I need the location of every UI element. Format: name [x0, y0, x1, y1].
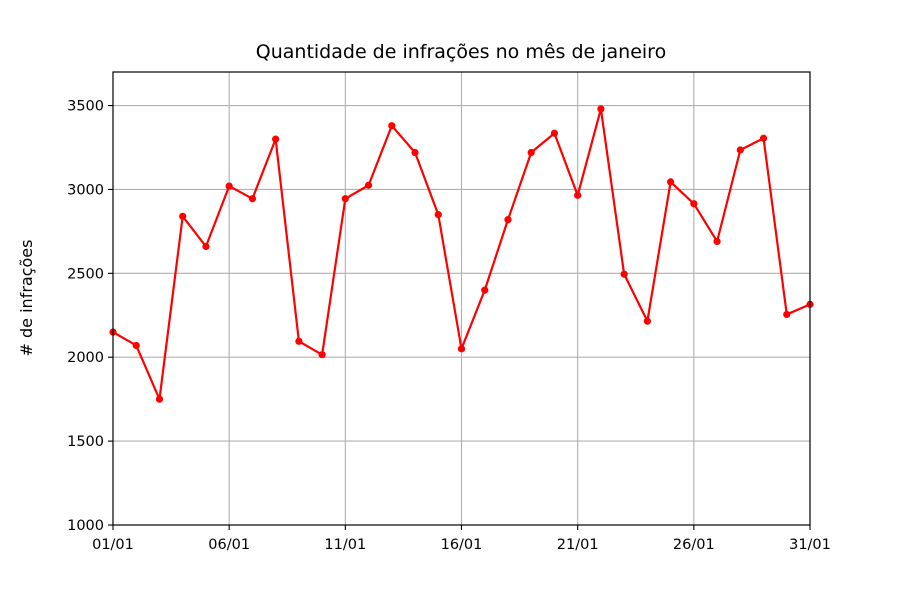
y-tick-label: 1500	[67, 434, 104, 450]
data-point	[248, 195, 256, 203]
data-point	[179, 212, 187, 220]
data-point	[643, 317, 651, 325]
y-tick-label: 2500	[67, 266, 104, 282]
x-tick-label: 26/01	[673, 537, 715, 553]
x-tick-label: 01/01	[92, 537, 134, 553]
data-point	[341, 195, 349, 203]
data-point	[388, 122, 396, 130]
chart-title: Quantidade de infrações no mês de janeir…	[256, 41, 666, 63]
data-point	[574, 191, 582, 199]
data-point	[759, 134, 768, 142]
data-point	[272, 135, 280, 143]
data-point	[155, 395, 164, 403]
x-tick-label: 21/01	[557, 537, 599, 553]
y-tick-label: 2000	[67, 350, 104, 366]
grid-lines	[113, 72, 810, 525]
x-tick-label: 16/01	[441, 537, 483, 553]
data-point	[504, 216, 512, 224]
axes: 1000 1500 2000 2500 3000 3500 01/01 06/01 11/01 1…	[67, 99, 831, 553]
data-point	[225, 182, 233, 190]
data-point	[202, 242, 210, 251]
x-tick-label: 31/01	[789, 537, 831, 553]
y-axis-label: # de infrações	[17, 240, 36, 357]
data-point	[318, 351, 326, 359]
data-point	[295, 337, 303, 345]
data-point	[736, 146, 744, 154]
y-tick-label: 1000	[67, 518, 104, 534]
data-point	[597, 105, 605, 113]
data-point	[457, 345, 466, 353]
data-point	[783, 310, 791, 319]
data-point	[713, 237, 721, 246]
y-tick-label: 3500	[67, 99, 104, 115]
data-point	[411, 148, 419, 157]
data-point	[481, 286, 489, 294]
data-point	[527, 148, 535, 157]
data-point	[132, 341, 140, 350]
data-point	[620, 270, 628, 278]
data-point	[364, 181, 373, 189]
x-tick-label: 11/01	[324, 537, 366, 553]
data-point	[434, 211, 442, 219]
x-tick-label: 06/01	[208, 537, 250, 553]
data-point	[550, 129, 559, 137]
data-point	[667, 178, 675, 186]
data-point	[690, 200, 698, 208]
y-tick-label: 3000	[67, 182, 104, 198]
